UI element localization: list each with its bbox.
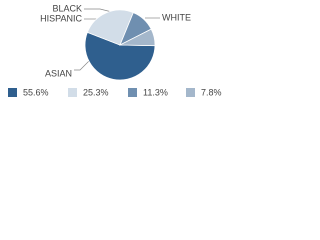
slice-label: BLACK <box>52 3 82 13</box>
legend-label: 55.6% <box>23 87 49 97</box>
pie-slice <box>84 31 156 81</box>
pie-slice <box>86 9 134 46</box>
legend-label: 25.3% <box>83 87 109 97</box>
legend-swatch <box>8 88 17 97</box>
legend-swatch <box>186 88 195 97</box>
legend-swatch <box>68 88 77 97</box>
slice-label: WHITE <box>162 12 191 22</box>
leader-line <box>84 8 113 13</box>
slice-label: HISPANIC <box>40 13 82 23</box>
leader-line <box>74 57 93 71</box>
legend-label: 11.3% <box>143 87 168 97</box>
legend-label: 7.8% <box>201 87 222 97</box>
pie-slice <box>119 28 156 47</box>
legend-swatch <box>128 88 137 97</box>
slice-label: ASIAN <box>45 68 72 78</box>
